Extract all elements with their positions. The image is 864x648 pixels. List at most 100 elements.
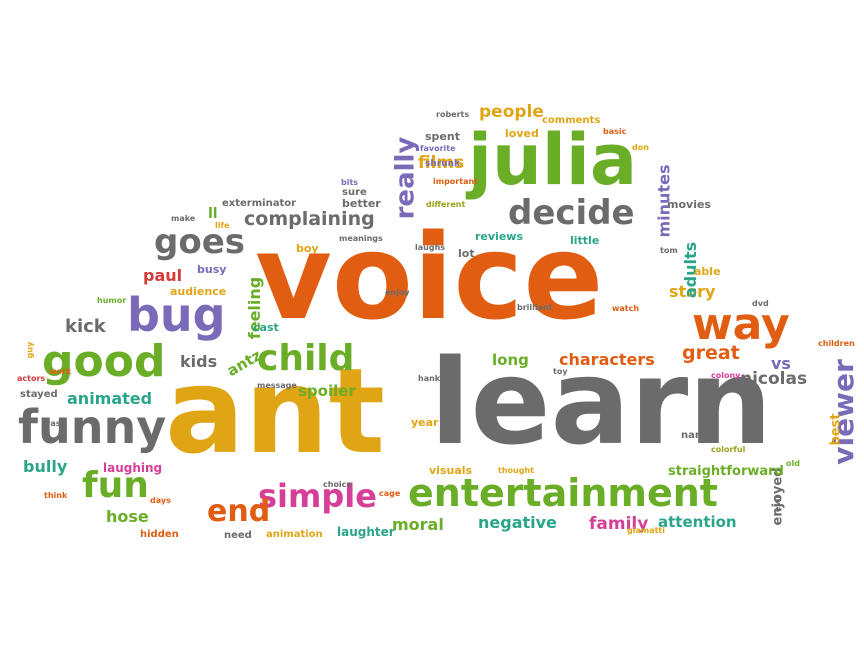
word-good: good [42,336,166,387]
word-old: old [786,459,800,468]
word-bully: bully [23,457,68,476]
word-moral: moral [392,515,444,534]
word-hidden: hidden [140,529,179,540]
word-brilliant: brilliant [517,303,553,312]
word-julia: julia [468,119,638,201]
word-viewer: viewer [826,359,860,465]
word-hose: hose [106,507,149,526]
word-toy: toy [553,367,568,376]
word-children: children [818,339,855,348]
word-year: year [411,416,439,429]
word-better: better [342,197,381,210]
word-simple: simple [258,477,377,515]
word-really: really [390,136,421,220]
word-evil: evil [773,495,783,513]
word-comments: comments [542,115,601,126]
word-message: message [257,381,297,390]
word-entertainment: entertainment [408,471,718,515]
word-colorful: colorful [711,445,746,454]
word-cage: cage [379,489,401,498]
word-attention: attention [658,513,737,531]
word-nicolas: nicolas [740,369,808,389]
word-ant: ant [165,342,386,480]
word-people: people [479,102,544,122]
word-reviews: reviews [475,230,523,243]
word-watch: watch [612,304,640,313]
word-decide: decide [508,193,635,233]
word-names: names [681,430,719,441]
word-characters: characters [559,350,655,369]
word-think: think [44,491,68,500]
word-learn: learn [430,333,773,471]
word-work: work [49,367,72,376]
word-hanks: hanks [418,374,445,383]
word-animation: animation [266,529,323,540]
word-days: days [150,496,171,505]
word-colony: colony [711,371,741,380]
word-negative: negative [478,513,557,532]
word-sure: sure [342,187,367,198]
word-laughing: laughing [103,461,163,475]
word-wasn: wasn [43,419,67,428]
word-laughs: laughs [415,243,446,252]
word-choice: choice [323,480,352,489]
word-enjoy: enjoy [385,288,410,297]
word-story: story [669,282,716,301]
word-lot: lot [458,247,475,260]
word-humor: humor [97,296,127,305]
word-guy: guy [25,341,35,359]
word-shrunk: shrunk [425,159,461,169]
word-kids: kids [180,352,218,371]
word-don: don [632,143,649,152]
word-funny: funny [18,400,167,454]
word-bug: bug [127,288,226,342]
word-tom: tom [660,246,678,255]
word-boy: boy [296,242,319,255]
word-animated: animated [67,389,153,408]
word-paul: paul [143,266,183,285]
word-busy: busy [197,263,227,276]
word-child: child [257,338,355,379]
word-thought: thought [498,466,534,475]
word-basic: basic [603,127,627,136]
word-vs: vs [771,354,791,373]
word-fun: fun [82,465,149,506]
word-stayed: stayed [20,389,58,400]
word-roberts: roberts [436,110,470,119]
word-voice: voice [255,208,604,346]
word-straightforward: straightforward [668,464,784,479]
word-audience: audience [170,285,227,298]
word-meanings: meanings [339,234,383,243]
word-loved: loved [505,127,539,140]
word-actors: actors [17,374,46,383]
word-spoiler: spoiler [298,382,356,400]
word-favorite: favorite [420,144,456,153]
word-different: different [426,200,466,209]
word-complaining: complaining [244,208,375,230]
word-visuals: visuals [429,464,473,477]
word-cast: cast [253,321,279,334]
word-make: make [171,214,196,223]
word-able: able [694,265,721,278]
word-laughter: laughter [337,525,395,539]
word-end: end [207,494,271,529]
word-little: little [570,234,600,247]
word-exterminator: exterminator [222,198,297,209]
word-way: way [692,299,790,350]
word-kick: kick [65,316,106,337]
word-movies: movies [667,198,711,211]
word-ll: ll [208,206,218,222]
word-great: great [682,342,740,364]
word-bits: bits [341,178,359,187]
word-need: need [224,530,252,541]
word-family: family [589,514,649,534]
word-long: long [492,351,529,369]
word-dvd: dvd [752,299,769,308]
word-life: life [215,221,230,230]
word-spent: spent [425,130,460,143]
word-important: important [433,177,478,186]
word-films: films [418,153,465,173]
word-giamatti: giamatti [627,526,665,535]
word-goes: goes [154,222,245,262]
